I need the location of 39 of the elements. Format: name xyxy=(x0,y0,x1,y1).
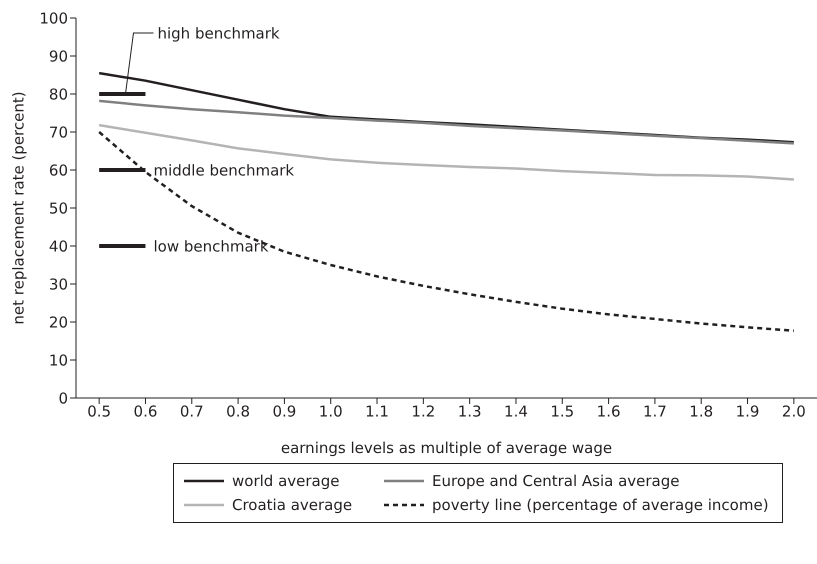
y-tick-label: 0 xyxy=(58,389,68,408)
x-axis-title: earnings levels as multiple of average wage xyxy=(280,439,612,457)
legend-label: Croatia average xyxy=(232,496,352,514)
x-tick-label: 1.8 xyxy=(689,402,714,421)
y-tick-label: 30 xyxy=(48,275,68,294)
y-tick-label: 20 xyxy=(48,313,68,332)
legend-label: Europe and Central Asia average xyxy=(432,472,680,490)
line-series xyxy=(98,100,796,145)
y-tick-label: 90 xyxy=(48,47,68,66)
text: high benchmark xyxy=(157,24,280,42)
x-tick-label: 1.9 xyxy=(736,402,760,421)
x-tick-label: 0.9 xyxy=(272,402,296,421)
line-series xyxy=(98,124,796,181)
x-tick-label: 0.6 xyxy=(134,402,158,421)
x-tick-label: 1.1 xyxy=(365,402,389,421)
x-tick-label: 0.7 xyxy=(180,402,204,421)
x-tick-label: 0.8 xyxy=(226,402,250,421)
legend-label: poverty line (percentage of average income) xyxy=(432,496,769,514)
legend-label: world average xyxy=(232,472,340,490)
x-tick-label: 1.4 xyxy=(504,402,528,421)
y-tick-label: 100 xyxy=(39,9,68,28)
x-tick-label: 0.5 xyxy=(87,402,112,421)
x-tick-label: 1.6 xyxy=(596,402,621,421)
x-tick-label: 1.3 xyxy=(458,402,482,421)
line-series xyxy=(98,130,796,332)
y-tick-label: 80 xyxy=(48,85,68,104)
y-tick-label: 50 xyxy=(48,199,68,218)
series-label: low benchmark xyxy=(153,237,269,256)
y-tick-label: 60 xyxy=(48,161,68,180)
y-tick-label: 10 xyxy=(48,351,68,370)
series-label: middle benchmark xyxy=(153,161,294,180)
x-tick-label: 2.0 xyxy=(782,402,806,421)
x-tick-label: 1.7 xyxy=(642,402,667,421)
x-tick-label: 1.5 xyxy=(550,402,574,421)
y-axis-title: net replacement rate (percent) xyxy=(9,91,28,325)
x-tick-label: 1.2 xyxy=(411,402,436,421)
y-tick-label: 70 xyxy=(48,123,68,142)
y-tick-label: 40 xyxy=(48,237,68,256)
x-tick-label: 1.0 xyxy=(318,402,343,421)
